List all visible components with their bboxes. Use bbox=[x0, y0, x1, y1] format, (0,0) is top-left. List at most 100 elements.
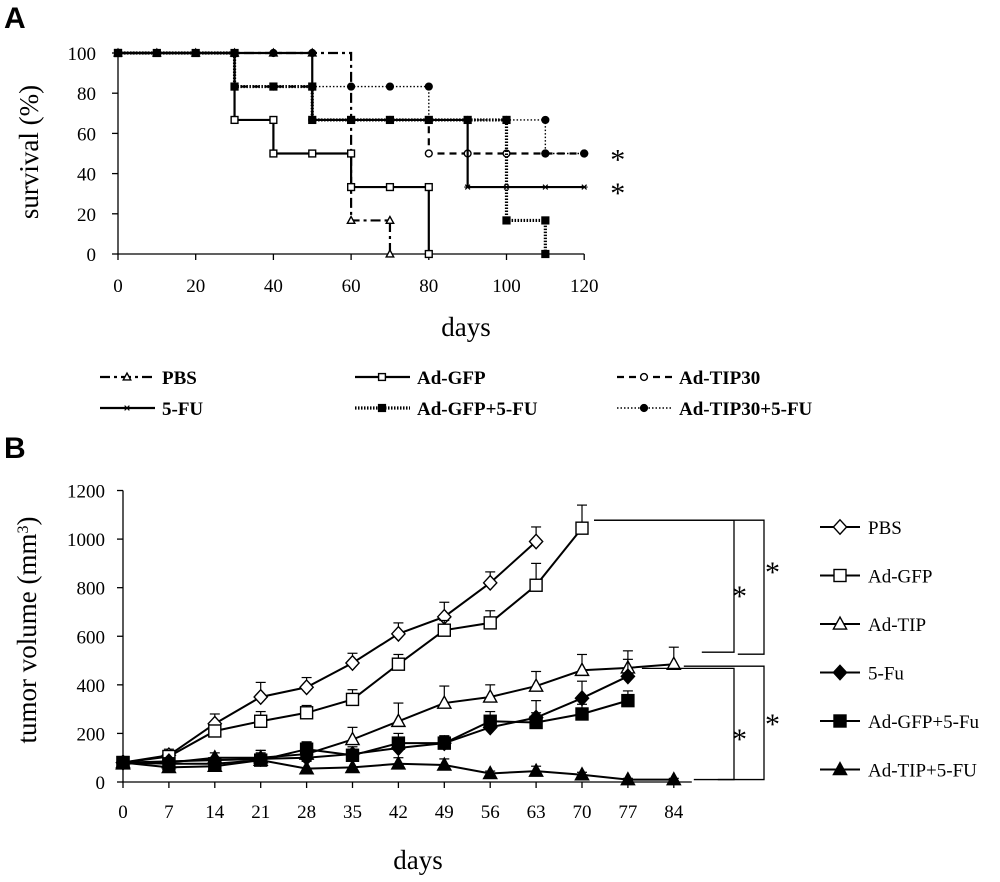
survival-chart: 0 20 40 60 80 100 0 20 40 60 80 100 120 days survival … bbox=[14, 44, 813, 420]
data-point bbox=[308, 48, 317, 58]
data-point bbox=[347, 149, 356, 158]
significance-star: * bbox=[765, 708, 780, 741]
data-point bbox=[437, 736, 451, 750]
legend-marker bbox=[639, 403, 649, 413]
data-point bbox=[482, 574, 498, 592]
bracket-gfp-vs-pbs bbox=[594, 519, 765, 655]
data-point bbox=[621, 693, 635, 708]
legend-marker bbox=[123, 405, 131, 411]
legend-marker bbox=[832, 761, 848, 776]
data-point bbox=[252, 751, 269, 766]
data-point bbox=[344, 654, 361, 672]
data-point bbox=[390, 712, 407, 728]
legend-item-ad-tip-5-fu: Ad-TIP+5-FU bbox=[820, 761, 977, 782]
legend-label: Ad-TIP+5-FU bbox=[868, 761, 977, 782]
data-point bbox=[208, 724, 222, 738]
panel-b-letter: B bbox=[4, 432, 26, 465]
series-line bbox=[122, 540, 537, 764]
survival-line bbox=[118, 52, 585, 155]
legend-label: PBS bbox=[162, 368, 197, 389]
data-point bbox=[463, 115, 472, 125]
data-point bbox=[482, 688, 498, 703]
y-tick-label: 60 bbox=[77, 124, 96, 145]
data-point bbox=[385, 182, 395, 192]
data-point bbox=[269, 149, 278, 158]
data-point bbox=[385, 215, 395, 225]
significance-star: * bbox=[732, 580, 747, 613]
data-point bbox=[115, 754, 131, 769]
series-line bbox=[122, 675, 629, 764]
data-point bbox=[230, 48, 239, 58]
legend-label: Ad-GFP bbox=[868, 567, 932, 588]
data-point bbox=[666, 655, 682, 670]
data-point bbox=[253, 714, 268, 728]
x-tick-label: 60 bbox=[342, 276, 361, 297]
legend-marker bbox=[122, 371, 132, 381]
data-point bbox=[345, 692, 360, 707]
y-axis-title: tumor volume (mm3) bbox=[12, 517, 42, 744]
data-point bbox=[541, 184, 549, 190]
y-tick-label: 0 bbox=[87, 245, 97, 266]
data-point bbox=[502, 115, 511, 125]
data-point bbox=[436, 756, 453, 771]
data-point bbox=[390, 625, 406, 643]
data-point bbox=[269, 82, 278, 91]
data-point bbox=[528, 533, 544, 550]
series-line bbox=[122, 699, 629, 765]
data-point bbox=[529, 578, 543, 592]
bracket-tip-vs-tip5fu bbox=[683, 665, 765, 781]
legend-item-pbs: PBS bbox=[100, 368, 197, 389]
data-point bbox=[482, 765, 498, 780]
legend-label: Ad-GFP+5-Fu bbox=[868, 712, 980, 733]
legend-label: PBS bbox=[868, 518, 902, 539]
y-tick-label: 200 bbox=[77, 724, 106, 745]
data-point bbox=[620, 771, 636, 786]
data-point bbox=[385, 82, 395, 91]
y-tick-label: 600 bbox=[77, 627, 106, 648]
legend-label: Ad-TIP30 bbox=[679, 368, 760, 389]
x-tick-label: 0 bbox=[113, 276, 123, 297]
data-point bbox=[437, 623, 451, 637]
data-point bbox=[424, 82, 433, 91]
survival-line bbox=[118, 51, 547, 254]
x-tick-label: 20 bbox=[186, 276, 205, 297]
y-tick-label: 1000 bbox=[67, 530, 105, 551]
significance-star: * bbox=[610, 177, 625, 210]
legend-item-ad-gfp: Ad-GFP bbox=[355, 368, 486, 389]
y-tick-label: 0 bbox=[96, 773, 106, 794]
data-point bbox=[299, 742, 314, 756]
data-point bbox=[464, 184, 472, 190]
data-point bbox=[347, 115, 356, 125]
legend-label: Ad-GFP+5-FU bbox=[417, 399, 538, 420]
legend-marker bbox=[832, 664, 848, 681]
x-tick-label: 100 bbox=[492, 276, 521, 297]
data-point bbox=[574, 766, 590, 781]
significance-star: * bbox=[765, 556, 780, 589]
data-point bbox=[541, 216, 550, 225]
data-point bbox=[299, 679, 315, 696]
y-tick-label: 1200 bbox=[67, 482, 105, 503]
x-tick-label: 77 bbox=[618, 802, 637, 823]
data-point bbox=[161, 759, 177, 774]
x-tick-label: 63 bbox=[527, 802, 546, 823]
data-point bbox=[391, 657, 406, 671]
legend-label: Ad-TIP bbox=[868, 615, 926, 636]
legend-item-ad-gfp-5-fu: Ad-GFP+5-Fu bbox=[820, 712, 980, 733]
data-point bbox=[390, 755, 407, 770]
data-point bbox=[207, 757, 223, 773]
series-ad-gfp bbox=[113, 48, 433, 259]
series-ad-tip-5-fu bbox=[115, 751, 682, 786]
x-tick-label: 70 bbox=[573, 802, 592, 823]
x-tick-label: 49 bbox=[435, 802, 454, 823]
data-point bbox=[344, 731, 361, 746]
legend-item-ad-tip30-5-fu: Ad-TIP30+5-FU bbox=[617, 399, 813, 420]
data-point bbox=[230, 115, 239, 125]
y-tick-label: 100 bbox=[68, 44, 97, 65]
legend-item-5-fu: 5-Fu bbox=[820, 664, 904, 685]
data-point bbox=[308, 82, 317, 91]
data-point bbox=[541, 149, 550, 158]
series-pbs bbox=[115, 526, 544, 771]
data-point bbox=[424, 115, 433, 125]
y-tick-label: 80 bbox=[77, 84, 96, 105]
